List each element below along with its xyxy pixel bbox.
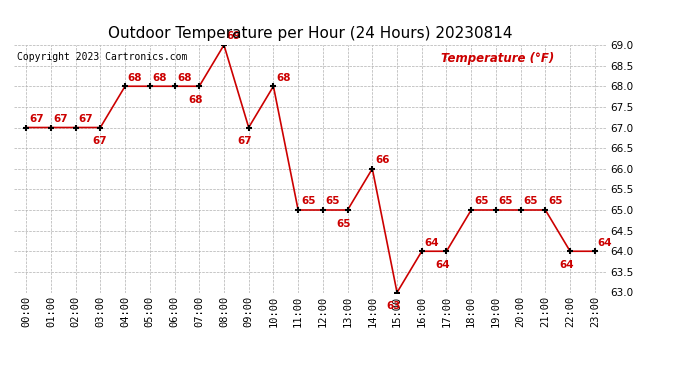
Text: 66: 66 [375,155,390,165]
Text: Copyright 2023 Cartronics.com: Copyright 2023 Cartronics.com [17,53,187,62]
Text: 68: 68 [276,73,290,83]
Text: 67: 67 [54,114,68,124]
Text: 68: 68 [152,73,167,83]
Text: 64: 64 [435,260,450,270]
Title: Outdoor Temperature per Hour (24 Hours) 20230814: Outdoor Temperature per Hour (24 Hours) … [108,26,513,41]
Text: 68: 68 [177,73,192,83]
Text: 68: 68 [128,73,142,83]
Text: 65: 65 [524,196,538,207]
Text: 65: 65 [548,196,562,207]
Text: 63: 63 [386,301,400,311]
Text: Temperature (°F): Temperature (°F) [441,53,554,65]
Text: 65: 65 [474,196,489,207]
Text: 64: 64 [559,260,573,270]
Text: 67: 67 [92,136,107,146]
Text: 65: 65 [337,219,351,229]
Text: 64: 64 [598,238,612,248]
Text: 65: 65 [301,196,315,207]
Text: 65: 65 [499,196,513,207]
Text: 64: 64 [424,238,439,248]
Text: 68: 68 [188,95,203,105]
Text: 67: 67 [237,136,253,146]
Text: 69: 69 [227,32,241,42]
Text: 65: 65 [326,196,340,207]
Text: 67: 67 [79,114,93,124]
Text: 67: 67 [29,114,43,124]
